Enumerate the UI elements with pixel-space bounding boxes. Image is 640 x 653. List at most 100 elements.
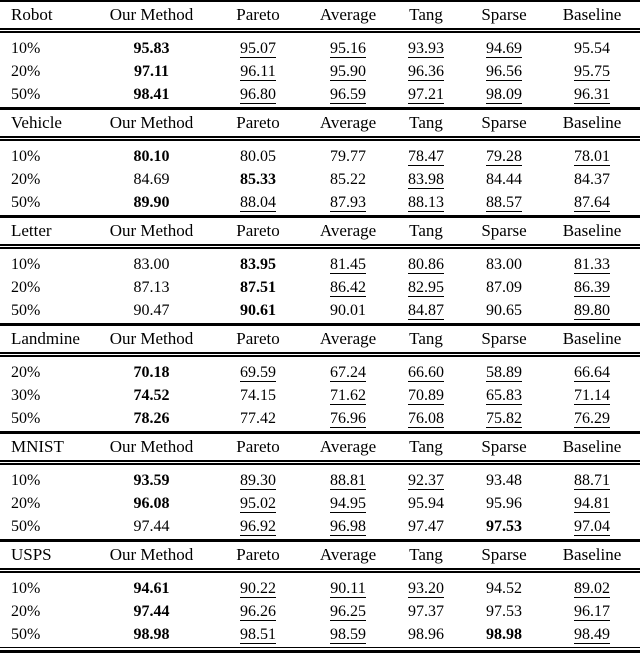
cell: 79.28 — [464, 139, 544, 170]
cell-value: 78.01 — [574, 148, 610, 166]
cell-value: 90.65 — [486, 302, 522, 319]
cell-value: 97.53 — [486, 603, 522, 620]
dataset-block-usps: USPS Our Method Pareto Average Tang Sparse Bas… — [0, 539, 640, 647]
cell-value: 95.83 — [133, 40, 170, 57]
row-label: 10% — [11, 40, 41, 57]
column-header: Pareto — [208, 108, 308, 141]
cell: 98.98 — [95, 624, 208, 647]
cell: 84.69 — [95, 169, 208, 192]
cell-value: 84.69 — [133, 171, 170, 188]
data-row: 20% 97.44 96.26 96.25 97.37 97.53 96.17 — [0, 601, 640, 624]
dataset-name: Vehicle — [0, 108, 95, 141]
cell-value: 96.80 — [240, 86, 276, 104]
column-header: Sparse — [464, 108, 544, 141]
cell-value: 70.18 — [133, 364, 170, 381]
column-header: Tang — [388, 1, 464, 33]
cell: 87.51 — [208, 277, 308, 300]
cell-value: 95.07 — [240, 40, 276, 58]
data-row: 20% 70.18 69.59 67.24 66.60 58.89 66.64 — [0, 355, 640, 386]
cell-value: 97.44 — [133, 518, 170, 535]
cell-value: 87.93 — [330, 194, 366, 212]
cell-value: 83.95 — [240, 256, 276, 273]
data-row: 50% 90.47 90.61 90.01 84.87 90.65 89.80 — [0, 300, 640, 323]
cell-value: 98.98 — [486, 626, 522, 643]
cell-value: 88.71 — [574, 472, 610, 490]
dataset-block-landmine: Landmine Our Method Pareto Average Tang Spars… — [0, 323, 640, 431]
cell-value: 90.47 — [133, 302, 170, 319]
cell-value: 97.04 — [574, 518, 610, 536]
dataset-name: Robot — [0, 1, 95, 33]
cell: 84.44 — [464, 169, 544, 192]
cell: 96.56 — [464, 61, 544, 84]
cell: 81.45 — [308, 247, 388, 278]
cell-value: 87.64 — [574, 194, 610, 212]
cell: 97.53 — [464, 601, 544, 624]
cell-value: 88.13 — [408, 194, 444, 212]
cell: 95.83 — [95, 31, 208, 62]
cell: 96.80 — [208, 84, 308, 107]
cell-value: 93.93 — [408, 40, 444, 58]
row-label: 20% — [11, 63, 41, 80]
cell-value: 87.09 — [486, 279, 522, 296]
cell: 90.47 — [95, 300, 208, 323]
cell: 93.20 — [388, 571, 464, 602]
cell-value: 89.30 — [240, 472, 276, 490]
cell: 58.89 — [464, 355, 544, 386]
cell: 78.01 — [544, 139, 640, 170]
cell-value: 98.96 — [408, 626, 444, 643]
row-label: 20% — [11, 279, 41, 296]
cell-value: 98.51 — [240, 626, 276, 644]
cell-value: 66.64 — [574, 364, 610, 382]
cell-value: 98.59 — [330, 626, 366, 644]
cell: 95.96 — [464, 493, 544, 516]
dataset-name: Letter — [0, 216, 95, 249]
cell-value: 84.37 — [574, 171, 610, 188]
cell-value: 76.96 — [330, 410, 366, 428]
cell: 84.37 — [544, 169, 640, 192]
cell-value: 89.90 — [133, 194, 170, 211]
cell-value: 96.98 — [330, 518, 366, 536]
cell: 86.42 — [308, 277, 388, 300]
data-row: 10% 95.83 95.07 95.16 93.93 94.69 95.54 — [0, 31, 640, 62]
row-label: 50% — [11, 626, 41, 643]
cell-value: 96.31 — [574, 86, 610, 104]
cell: 76.08 — [388, 408, 464, 431]
cell-value: 95.96 — [486, 495, 522, 512]
cell: 83.95 — [208, 247, 308, 278]
cell-value: 96.08 — [133, 495, 170, 512]
data-row: 50% 98.98 98.51 98.59 98.96 98.98 98.49 — [0, 624, 640, 647]
data-row: 50% 78.26 77.42 76.96 76.08 75.82 76.29 — [0, 408, 640, 431]
column-header: Our Method — [95, 324, 208, 357]
cell-value: 97.37 — [408, 603, 444, 620]
column-header: Tang — [388, 432, 464, 465]
cell: 67.24 — [308, 355, 388, 386]
row-label: 50% — [11, 410, 41, 427]
cell: 88.71 — [544, 463, 640, 494]
cell: 81.33 — [544, 247, 640, 278]
cell-value: 97.21 — [408, 86, 444, 104]
row-label: 50% — [11, 518, 41, 535]
cell-value: 83.00 — [486, 256, 522, 273]
cell-value: 85.33 — [240, 171, 276, 188]
dataset-name: Landmine — [0, 324, 95, 357]
cell-value: 74.52 — [133, 387, 170, 404]
cell: 78.26 — [95, 408, 208, 431]
cell-value: 96.59 — [330, 86, 366, 104]
cell-value: 81.45 — [330, 256, 366, 274]
cell: 96.26 — [208, 601, 308, 624]
dataset-block-letter: Letter Our Method Pareto Average Tang Sparse B… — [0, 215, 640, 323]
column-header: Sparse — [464, 1, 544, 33]
header-row: Landmine Our Method Pareto Average Tang Spars… — [0, 324, 640, 357]
row-label: 10% — [11, 256, 41, 273]
cell: 89.30 — [208, 463, 308, 494]
cell-value: 80.10 — [133, 148, 170, 165]
data-row: 10% 83.00 83.95 81.45 80.86 83.00 81.33 — [0, 247, 640, 278]
cell: 90.01 — [308, 300, 388, 323]
data-row: 20% 97.11 96.11 95.90 96.36 96.56 95.75 — [0, 61, 640, 84]
cell: 83.00 — [464, 247, 544, 278]
cell-value: 89.80 — [574, 302, 610, 320]
cell-value: 75.82 — [486, 410, 522, 428]
cell-value: 98.98 — [133, 626, 170, 643]
cell-value: 96.56 — [486, 63, 522, 81]
cell-value: 96.11 — [240, 63, 276, 81]
